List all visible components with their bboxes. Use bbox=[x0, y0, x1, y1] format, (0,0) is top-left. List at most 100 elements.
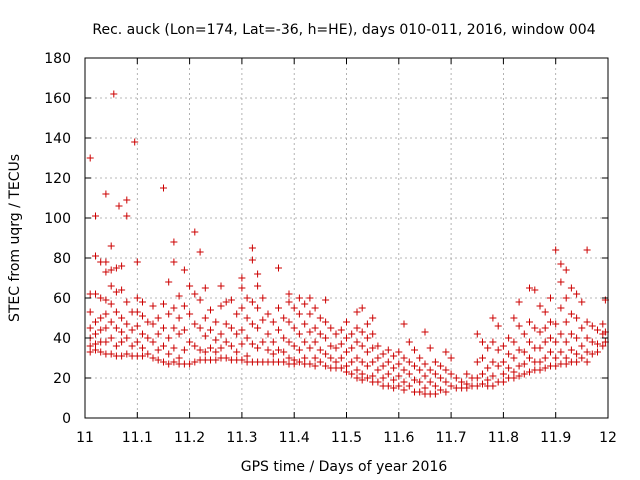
data-point bbox=[473, 374, 481, 382]
data-point bbox=[390, 376, 398, 384]
data-point bbox=[379, 362, 387, 370]
data-point bbox=[123, 212, 131, 220]
data-point bbox=[489, 372, 497, 380]
data-point bbox=[332, 330, 340, 338]
data-point bbox=[578, 324, 586, 332]
data-point bbox=[363, 362, 371, 370]
data-point bbox=[133, 322, 141, 330]
data-point bbox=[322, 362, 330, 370]
data-point bbox=[395, 348, 403, 356]
data-point bbox=[421, 384, 429, 392]
data-point bbox=[499, 370, 507, 378]
data-point bbox=[343, 318, 350, 326]
data-point bbox=[473, 382, 481, 390]
data-point bbox=[295, 330, 303, 338]
data-point bbox=[416, 388, 424, 396]
data-point bbox=[160, 300, 167, 308]
data-point bbox=[306, 310, 314, 318]
data-point bbox=[426, 378, 434, 386]
data-point bbox=[254, 324, 262, 332]
data-point bbox=[489, 314, 497, 322]
data-point bbox=[275, 346, 282, 354]
data-point bbox=[238, 340, 246, 348]
data-point bbox=[316, 358, 324, 366]
data-point bbox=[269, 338, 277, 346]
data-point bbox=[222, 320, 230, 328]
data-point bbox=[473, 358, 481, 366]
data-point bbox=[233, 310, 241, 318]
data-point bbox=[473, 330, 481, 338]
data-point bbox=[180, 266, 188, 274]
data-point bbox=[316, 330, 324, 338]
data-point bbox=[353, 338, 361, 346]
data-point bbox=[269, 318, 277, 326]
y-tick-label: 80 bbox=[53, 251, 71, 267]
data-point bbox=[442, 366, 450, 374]
data-point bbox=[165, 334, 173, 342]
data-point bbox=[112, 264, 120, 272]
data-point bbox=[442, 348, 450, 356]
data-point bbox=[170, 238, 178, 246]
data-point bbox=[311, 338, 319, 346]
data-point bbox=[227, 296, 235, 304]
data-point bbox=[217, 330, 225, 338]
data-point bbox=[144, 350, 152, 358]
data-point bbox=[264, 310, 272, 318]
data-point bbox=[505, 364, 513, 372]
data-point bbox=[149, 320, 157, 328]
data-point bbox=[327, 354, 335, 362]
data-point bbox=[332, 358, 340, 366]
data-point bbox=[144, 318, 152, 326]
data-point bbox=[86, 324, 94, 332]
data-point bbox=[128, 326, 136, 334]
data-point bbox=[165, 310, 173, 318]
data-point bbox=[118, 262, 126, 270]
data-point bbox=[510, 354, 518, 362]
data-point bbox=[431, 390, 439, 398]
data-point bbox=[295, 346, 303, 354]
data-point bbox=[175, 330, 183, 338]
data-point bbox=[547, 318, 554, 326]
data-point bbox=[536, 358, 544, 366]
data-point bbox=[191, 342, 199, 350]
data-point bbox=[102, 324, 110, 332]
data-point bbox=[583, 246, 591, 254]
y-tick-label: 0 bbox=[62, 411, 71, 427]
data-point bbox=[275, 304, 282, 312]
data-point bbox=[484, 364, 492, 372]
data-point bbox=[290, 342, 298, 350]
data-point bbox=[390, 364, 398, 372]
data-point bbox=[285, 338, 293, 346]
data-point bbox=[233, 348, 241, 356]
data-point bbox=[217, 282, 225, 290]
data-point bbox=[107, 350, 115, 358]
data-point bbox=[510, 338, 518, 346]
data-point bbox=[484, 376, 492, 384]
data-point bbox=[363, 348, 371, 356]
data-point bbox=[494, 346, 502, 354]
data-point bbox=[301, 354, 309, 362]
data-point bbox=[227, 324, 235, 332]
data-point bbox=[107, 300, 115, 308]
data-point bbox=[358, 370, 366, 378]
x-axis-label: GPS time / Days of year 2016 bbox=[241, 459, 448, 475]
data-point bbox=[369, 372, 377, 380]
data-point bbox=[86, 342, 94, 350]
data-point bbox=[416, 366, 424, 374]
data-point bbox=[583, 348, 591, 356]
data-point bbox=[92, 340, 99, 348]
data-point bbox=[379, 350, 387, 358]
data-point bbox=[536, 366, 544, 374]
data-point bbox=[92, 252, 99, 260]
data-point bbox=[594, 326, 601, 334]
data-point bbox=[196, 296, 204, 304]
y-tick-label: 160 bbox=[44, 91, 71, 107]
data-point bbox=[353, 324, 361, 332]
data-point bbox=[526, 318, 533, 326]
data-point bbox=[254, 270, 262, 278]
data-point bbox=[322, 334, 330, 342]
data-point bbox=[133, 258, 141, 266]
data-point bbox=[118, 328, 126, 336]
data-point bbox=[248, 298, 256, 306]
data-point bbox=[92, 330, 99, 338]
